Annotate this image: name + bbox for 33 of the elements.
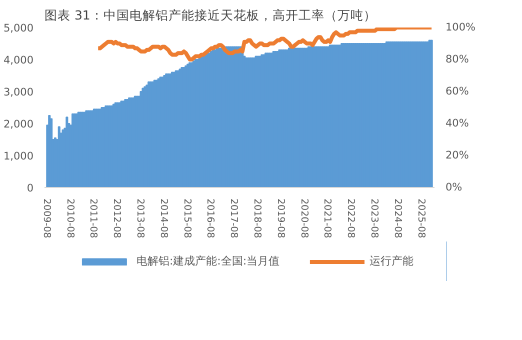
x-tick-label: 2015-08 — [181, 198, 192, 238]
y2-tick-label: 100% — [446, 22, 476, 34]
chart-title: 图表 31：中国电解铝产能接近天花板，高开工率（万吨） — [44, 8, 376, 22]
legend-label: 电解铝:建成产能:全国:当月值 — [136, 254, 280, 268]
y-tick-label: 0 — [26, 182, 34, 194]
x-tick-label: 2012-08 — [111, 198, 122, 238]
y2-tick-label: 0% — [446, 182, 462, 194]
x-tick-label: 2010-08 — [64, 198, 76, 238]
x-tick-label: 2022-08 — [345, 198, 356, 238]
legend-label: 运行产能 — [370, 254, 414, 268]
x-tick-label: 2020-08 — [298, 198, 310, 238]
line-series — [96, 28, 434, 62]
y2-tick-label: 20% — [446, 150, 469, 162]
x-tick-label: 2016-08 — [204, 198, 216, 238]
y-tick-label: 5,000 — [3, 22, 34, 34]
x-tick-label: 2017-08 — [228, 198, 240, 238]
y-tick-label: 2,000 — [3, 118, 34, 130]
x-tick-label: 2024-08 — [392, 198, 403, 238]
x-tick-label: 2014-08 — [158, 198, 169, 238]
x-tick-label: 2018-08 — [252, 198, 263, 238]
x-tick-label: 2009-08 — [40, 198, 52, 238]
y2-tick-label: 60% — [446, 86, 469, 98]
y-tick-label: 4,000 — [3, 54, 34, 66]
x-tick-label: 2019-08 — [274, 198, 286, 238]
y-tick-label: 3,000 — [3, 86, 34, 98]
y2-tick-label: 40% — [446, 118, 469, 130]
x-tick-label: 2021-08 — [322, 198, 333, 238]
y-tick-label: 1,000 — [3, 150, 34, 162]
x-tick-label: 2025-08 — [415, 198, 426, 238]
x-tick-label: 2013-08 — [134, 198, 146, 238]
y2-tick-label: 80% — [446, 54, 469, 66]
x-tick-label: 2023-08 — [368, 198, 380, 238]
x-tick-label: 2011-08 — [88, 198, 99, 238]
